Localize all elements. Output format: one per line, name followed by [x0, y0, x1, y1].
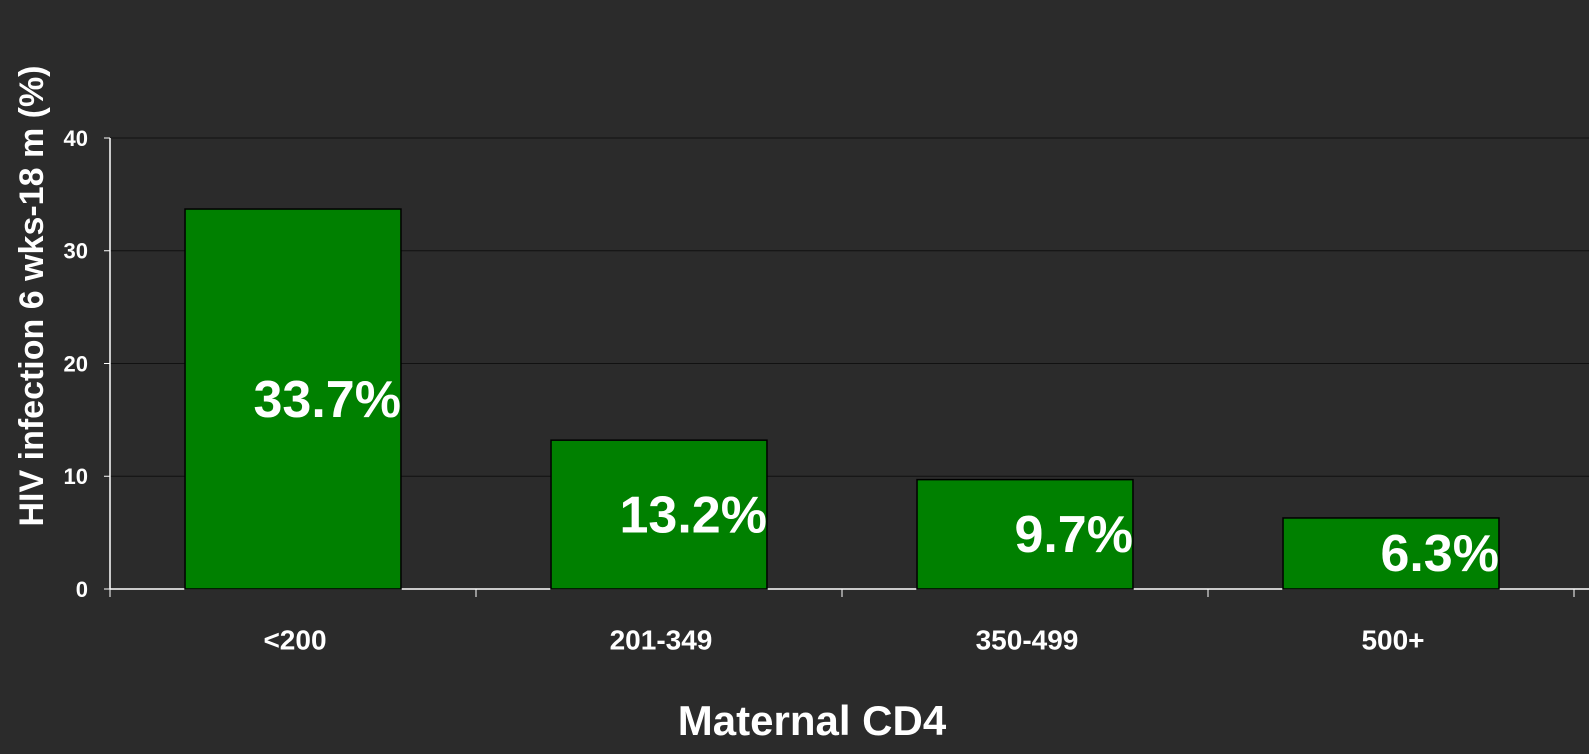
value-label: 6.3% [1380, 525, 1499, 583]
value-label: 13.2% [620, 486, 767, 544]
y-axis-title: HIV infection 6 wks-18 m (%) [13, 66, 51, 527]
x-tick-label: 201-349 [610, 624, 713, 655]
y-tick-label: 30 [64, 239, 88, 264]
x-tick-label: 350-499 [976, 624, 1079, 655]
value-label: 33.7% [254, 371, 401, 429]
bar [1282, 517, 1500, 590]
bar [916, 478, 1134, 590]
y-tick-label: 20 [64, 351, 88, 376]
y-tick-label: 40 [64, 126, 88, 151]
x-tick-label: <200 [263, 624, 326, 655]
bar [184, 208, 402, 590]
bar [550, 439, 768, 590]
x-tick-label: 500+ [1361, 624, 1424, 655]
y-tick-label: 0 [76, 577, 88, 602]
value-label: 9.7% [1014, 506, 1133, 564]
y-tick-label: 10 [64, 464, 88, 489]
x-axis-title: Maternal CD4 [678, 697, 947, 744]
